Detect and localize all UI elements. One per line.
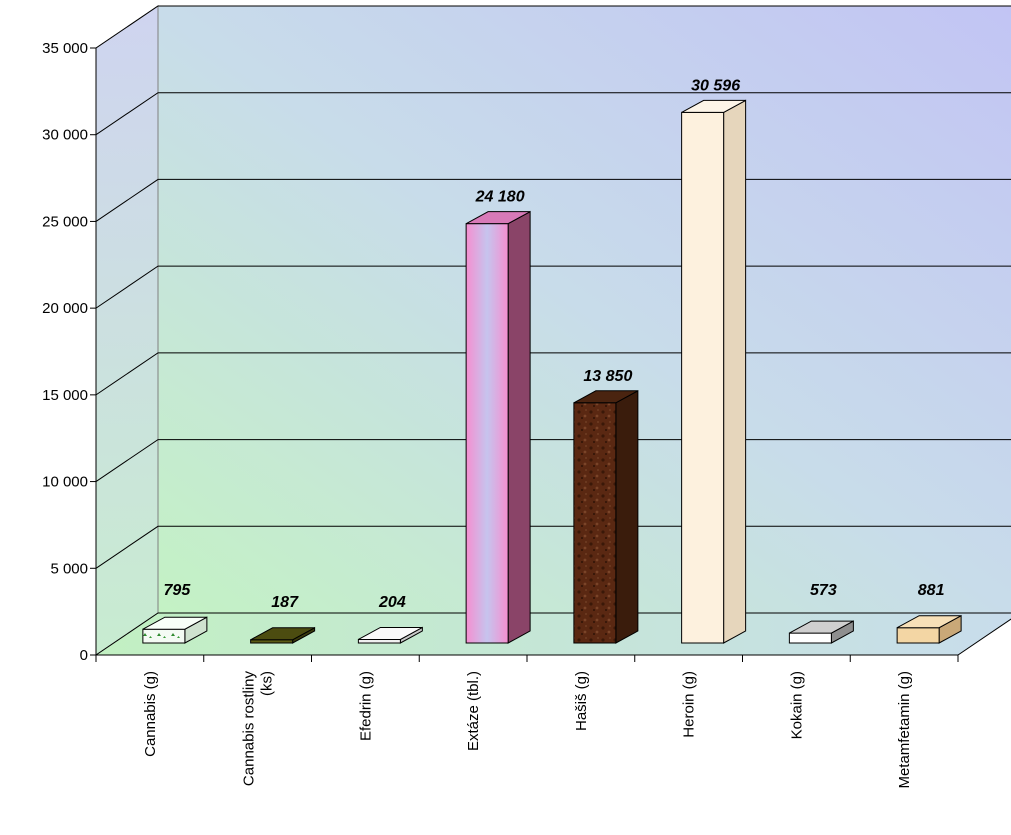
bar bbox=[681, 99, 747, 644]
bar-top bbox=[250, 627, 315, 641]
side-wall bbox=[95, 5, 159, 656]
y-tick-label: 25 000 bbox=[42, 213, 88, 230]
gridline bbox=[95, 5, 1011, 49]
bar-front bbox=[573, 402, 617, 644]
y-tick-label: 0 bbox=[80, 647, 88, 664]
plot-area: 0 5 000 10 000 15 000 20 000 25 000 30 000 35 0… bbox=[42, 5, 1011, 789]
bar-side bbox=[615, 389, 639, 644]
bar bbox=[357, 626, 423, 644]
bar-top bbox=[465, 211, 531, 225]
bar-front bbox=[788, 632, 832, 644]
bar bbox=[250, 626, 316, 644]
data-label: 881 bbox=[918, 582, 945, 599]
y-tick-label: 30 000 bbox=[42, 127, 88, 144]
x-tick-label: Efedrin (g) bbox=[357, 671, 374, 741]
bar-top bbox=[896, 615, 962, 629]
y-tick-label: 20 000 bbox=[42, 300, 88, 317]
data-label: 24 180 bbox=[475, 189, 525, 206]
data-label: 13 850 bbox=[583, 368, 632, 385]
bar-front bbox=[681, 111, 725, 644]
x-tick-label: Metamfetamin (g) bbox=[896, 671, 913, 789]
floor bbox=[94, 612, 1011, 656]
bar-front bbox=[357, 638, 401, 644]
data-label: 187 bbox=[271, 594, 299, 611]
gridline bbox=[95, 92, 1011, 136]
bar-side bbox=[723, 99, 747, 644]
bar-front bbox=[142, 628, 186, 644]
data-label: 573 bbox=[810, 582, 837, 599]
y-tick-label: 15 000 bbox=[42, 387, 88, 404]
bar-top bbox=[573, 390, 639, 404]
data-label: 30 596 bbox=[691, 77, 740, 94]
y-tick-label: 5 000 bbox=[50, 560, 88, 577]
x-tick-label: Extáze (tbl.) bbox=[465, 671, 482, 751]
bar-front bbox=[465, 223, 509, 644]
bar-front bbox=[896, 627, 940, 644]
bar-top bbox=[789, 620, 854, 634]
bar bbox=[896, 614, 962, 644]
bar-top bbox=[358, 626, 423, 640]
x-tick-label: Heroin (g) bbox=[681, 671, 698, 738]
bar bbox=[573, 389, 639, 644]
bar-side bbox=[507, 210, 531, 644]
data-label: 204 bbox=[378, 594, 406, 611]
x-tick-label: Cannabis (g) bbox=[142, 671, 159, 757]
bar-top bbox=[142, 616, 208, 630]
bar bbox=[788, 620, 854, 644]
x-tick-label: Hašiš (g) bbox=[573, 671, 590, 731]
bar-top bbox=[681, 99, 746, 113]
x-tick-label: Kokain (g) bbox=[788, 671, 805, 739]
data-label: 795 bbox=[164, 582, 192, 599]
y-tick-label: 10 000 bbox=[42, 474, 88, 491]
x-tick-label: Cannabis rostliny(ks) bbox=[241, 671, 276, 787]
y-tick-label: 35 000 bbox=[42, 40, 88, 57]
bar bbox=[142, 616, 208, 644]
bar bbox=[465, 210, 531, 644]
